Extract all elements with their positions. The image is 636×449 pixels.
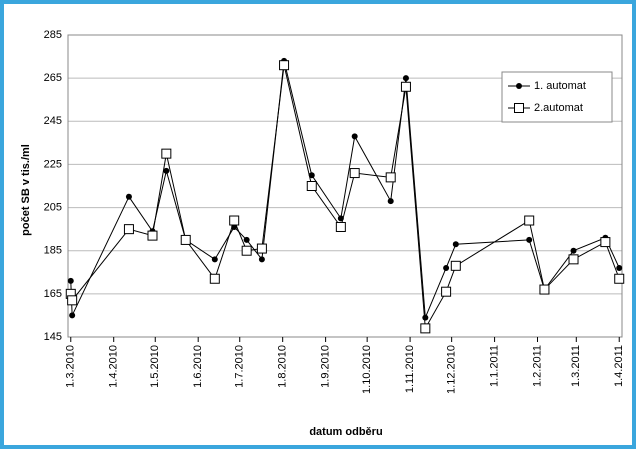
data-point	[400, 81, 411, 92]
series-line	[70, 65, 620, 331]
data-point	[163, 167, 170, 174]
x-tick-label: 1.6.2010	[192, 345, 204, 388]
y-tick-label: 245	[44, 115, 62, 127]
data-point	[241, 245, 252, 256]
x-tick-label: 1.12.2010	[446, 345, 458, 394]
data-point	[306, 181, 317, 191]
data-point	[67, 277, 74, 284]
x-tick-label: 1.11.2010	[404, 345, 416, 393]
chart: datum odběru počet SB v tis./ml 145 165 18…	[20, 29, 625, 438]
data-point	[420, 323, 431, 334]
data-point	[600, 237, 611, 248]
legend-box	[501, 71, 613, 123]
data-point	[441, 286, 452, 297]
data-point	[402, 75, 409, 82]
legend-label: 1. automat	[534, 80, 586, 92]
data-point	[452, 241, 459, 248]
data-point	[67, 295, 78, 306]
data-point	[539, 284, 550, 295]
data-point	[211, 256, 218, 263]
x-axis-label: datum odběru	[309, 426, 382, 438]
y-tick-label: 145	[44, 331, 62, 343]
x-tick-label: 1.7.2010	[234, 345, 246, 388]
x-tick-label: 1.1.2011	[488, 345, 500, 387]
y-tick-label: 165	[44, 288, 62, 300]
x-tick-label: 1.5.2010	[149, 345, 161, 388]
x-tick-label: 1.4.2010	[108, 345, 120, 388]
data-point	[524, 215, 535, 226]
data-point	[450, 260, 461, 271]
data-point	[123, 224, 134, 235]
data-point	[568, 254, 579, 265]
data-point	[256, 243, 267, 254]
data-point	[161, 148, 172, 159]
y-tick-label: 265	[44, 72, 62, 84]
x-tick-label: 1.9.2010	[320, 345, 332, 388]
data-point	[443, 264, 450, 271]
data-point	[258, 256, 265, 263]
data-point	[526, 236, 533, 243]
data-point	[351, 133, 358, 140]
data-point	[243, 236, 250, 243]
y-tick-label: 285	[44, 29, 62, 41]
data-point	[614, 273, 625, 284]
x-tick-label: 1.4.2011	[613, 345, 625, 387]
data-point	[616, 264, 623, 271]
data-point	[385, 172, 396, 183]
x-tick-label: 1.3.2010	[65, 345, 77, 388]
y-tick-label: 225	[44, 158, 62, 170]
legend-marker	[516, 83, 522, 89]
x-tick-label: 1.3.2011	[570, 345, 582, 387]
data-point	[125, 193, 132, 200]
legend-label: 2.automat	[534, 102, 583, 114]
data-point	[349, 168, 360, 179]
x-tick-label: 1.2.2011	[531, 345, 543, 387]
data-point	[279, 60, 290, 71]
data-point	[387, 198, 394, 205]
data-point	[337, 215, 344, 222]
data-point	[209, 273, 220, 284]
data-point	[570, 247, 577, 254]
data-point	[147, 230, 158, 241]
x-tick-label: 1.8.2010	[277, 345, 289, 388]
data-point	[335, 221, 346, 232]
legend-marker	[514, 103, 524, 113]
data-point	[308, 172, 315, 179]
plot-border	[67, 34, 623, 338]
x-tick-label: 1.10.2010	[361, 345, 373, 394]
data-point	[180, 234, 191, 245]
y-tick-label: 185	[44, 245, 62, 257]
data-point	[69, 312, 76, 319]
series-line	[70, 60, 620, 318]
data-point	[422, 314, 429, 321]
data-point	[229, 215, 240, 226]
y-tick-label: 205	[44, 201, 62, 213]
y-axis-label: počet SB v tis./ml	[20, 144, 32, 236]
